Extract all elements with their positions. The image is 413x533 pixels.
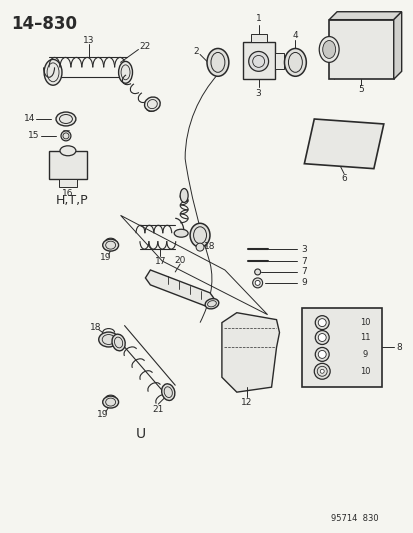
Ellipse shape — [147, 100, 157, 109]
Ellipse shape — [284, 49, 306, 76]
Ellipse shape — [105, 398, 115, 406]
Text: 7: 7 — [301, 268, 306, 277]
Polygon shape — [242, 42, 274, 79]
Text: 1: 1 — [255, 14, 261, 23]
Circle shape — [315, 348, 328, 361]
Ellipse shape — [60, 146, 76, 156]
Circle shape — [318, 334, 325, 342]
Text: 14: 14 — [24, 115, 35, 124]
Circle shape — [320, 369, 323, 373]
Polygon shape — [304, 119, 383, 168]
Text: 5: 5 — [357, 85, 363, 94]
Polygon shape — [393, 12, 401, 79]
Polygon shape — [221, 313, 279, 392]
Ellipse shape — [207, 301, 216, 307]
Ellipse shape — [102, 239, 118, 251]
Ellipse shape — [56, 112, 76, 126]
Ellipse shape — [98, 332, 118, 347]
Text: 2: 2 — [193, 47, 198, 56]
Circle shape — [254, 269, 260, 275]
Text: 6: 6 — [340, 174, 346, 183]
Circle shape — [61, 131, 71, 141]
Ellipse shape — [193, 227, 206, 244]
Ellipse shape — [102, 396, 118, 408]
Ellipse shape — [114, 337, 122, 348]
Ellipse shape — [204, 298, 218, 309]
Ellipse shape — [211, 52, 224, 72]
Ellipse shape — [59, 115, 72, 124]
Text: 15: 15 — [28, 131, 40, 140]
Polygon shape — [49, 151, 87, 179]
Text: 14–830: 14–830 — [11, 15, 77, 33]
Text: 19: 19 — [100, 253, 111, 262]
Ellipse shape — [118, 61, 132, 83]
Circle shape — [318, 350, 325, 358]
Text: 16: 16 — [62, 189, 74, 198]
Circle shape — [248, 52, 268, 71]
Circle shape — [315, 330, 328, 344]
Text: 8: 8 — [396, 343, 401, 352]
Ellipse shape — [190, 223, 209, 247]
Polygon shape — [328, 12, 401, 20]
Circle shape — [254, 280, 259, 285]
Text: 4: 4 — [292, 31, 297, 40]
Text: U: U — [135, 427, 145, 441]
Ellipse shape — [105, 241, 115, 249]
Polygon shape — [301, 308, 381, 387]
Text: 22: 22 — [140, 42, 151, 51]
Text: 18: 18 — [90, 323, 101, 332]
Ellipse shape — [322, 41, 335, 59]
Circle shape — [318, 319, 325, 327]
Text: 10: 10 — [359, 367, 369, 376]
Circle shape — [196, 243, 204, 251]
Circle shape — [316, 366, 326, 376]
Bar — [274, 53, 284, 69]
Ellipse shape — [318, 37, 338, 62]
Circle shape — [252, 278, 262, 288]
Bar — [250, 34, 266, 42]
Ellipse shape — [161, 384, 174, 400]
Ellipse shape — [102, 335, 115, 344]
Text: 18: 18 — [204, 241, 215, 251]
Bar — [59, 179, 77, 187]
Circle shape — [63, 133, 69, 139]
Ellipse shape — [44, 59, 62, 85]
Ellipse shape — [288, 52, 301, 72]
Polygon shape — [328, 20, 393, 79]
Ellipse shape — [47, 63, 59, 82]
Text: H,T,P: H,T,P — [56, 194, 88, 207]
Text: 11: 11 — [359, 333, 369, 342]
Text: 17: 17 — [154, 256, 166, 265]
Ellipse shape — [164, 387, 172, 398]
Ellipse shape — [206, 49, 228, 76]
Ellipse shape — [112, 334, 125, 351]
Ellipse shape — [180, 189, 188, 203]
Ellipse shape — [121, 65, 130, 80]
Text: 9: 9 — [301, 278, 306, 287]
Polygon shape — [145, 270, 214, 308]
Text: 3: 3 — [255, 88, 261, 98]
Text: 7: 7 — [301, 256, 306, 265]
Text: 13: 13 — [83, 36, 94, 45]
Ellipse shape — [144, 97, 160, 111]
Text: 20: 20 — [174, 255, 185, 264]
Circle shape — [313, 364, 330, 379]
Circle shape — [252, 55, 264, 67]
Text: 10: 10 — [359, 318, 369, 327]
Text: 12: 12 — [240, 398, 252, 407]
Text: 19: 19 — [97, 409, 108, 418]
Text: 95714  830: 95714 830 — [330, 514, 378, 523]
Ellipse shape — [174, 229, 188, 237]
Text: 3: 3 — [301, 245, 306, 254]
Text: 9: 9 — [361, 350, 367, 359]
Text: 21: 21 — [152, 405, 164, 414]
Circle shape — [315, 316, 328, 329]
